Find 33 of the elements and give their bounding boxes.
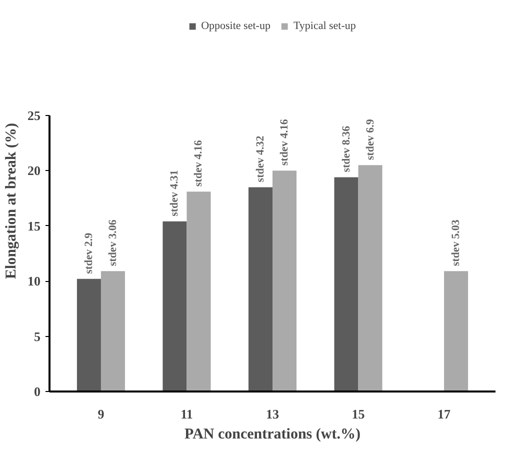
y-tick-label: 5 bbox=[34, 328, 41, 344]
y-tick-label: 15 bbox=[28, 218, 41, 234]
bar bbox=[162, 221, 187, 392]
x-tick-label: 9 bbox=[98, 406, 105, 422]
y-tick-label: 20 bbox=[28, 163, 40, 178]
bar bbox=[100, 271, 125, 392]
data-label: stdev 4.32 bbox=[254, 135, 266, 182]
x-axis-title: PAN concentrations (wt.%) bbox=[184, 426, 360, 442]
data-label: stdev 8.36 bbox=[340, 125, 352, 172]
data-label: stdev 4.16 bbox=[192, 140, 205, 187]
bar bbox=[248, 187, 272, 392]
legend-label: Opposite set-up bbox=[201, 20, 270, 32]
x-tick-label: 11 bbox=[180, 406, 193, 422]
y-tick-label: 10 bbox=[28, 274, 40, 289]
x-tick-label: 15 bbox=[352, 406, 366, 422]
data-label: stdev 5.03 bbox=[450, 219, 462, 266]
data-label: stdev 4.16 bbox=[278, 118, 291, 166]
bar bbox=[272, 170, 297, 392]
bar bbox=[334, 177, 358, 392]
y-tick-label: 25 bbox=[28, 108, 41, 123]
x-tick-label: 13 bbox=[266, 406, 280, 422]
bar bbox=[186, 192, 211, 392]
bar bbox=[358, 165, 382, 392]
data-label: stdev 4.31 bbox=[168, 170, 181, 216]
legend-label: Typical set-up bbox=[293, 20, 356, 32]
x-tick-label: 17 bbox=[438, 406, 452, 422]
y-tick-label: 0 bbox=[34, 384, 40, 399]
data-label: stdev 6.9 bbox=[364, 118, 376, 160]
bar bbox=[76, 278, 101, 392]
bar bbox=[444, 271, 468, 392]
data-label: stdev 2.9 bbox=[82, 232, 95, 274]
data-label: stdev 3.06 bbox=[106, 219, 119, 266]
y-axis-title: Elongation at break (%) bbox=[4, 123, 20, 279]
